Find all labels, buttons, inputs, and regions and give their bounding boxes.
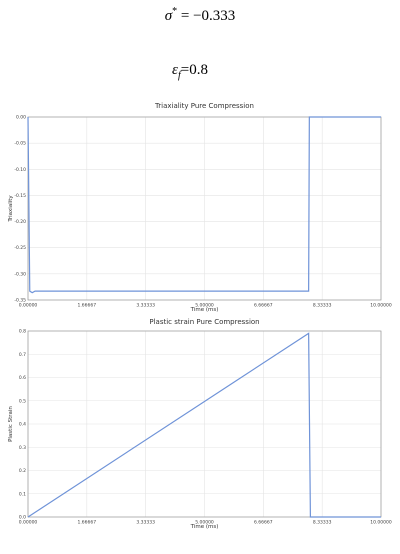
y-tick-label: 0.7: [19, 352, 26, 358]
equation-triaxiality: σ* = −0.333: [165, 6, 236, 24]
x-tick-label: 10.00000: [370, 303, 392, 309]
x-tick-label: 1.66667: [78, 303, 97, 309]
y-tick-label: -0.05: [14, 141, 26, 147]
y-tick-label: 0.5: [19, 398, 26, 404]
y-axis-label: Triaxiality: [8, 195, 14, 223]
equation-failure-strain: εf=0.8: [172, 62, 208, 81]
y-tick-label: -0.15: [14, 193, 26, 199]
x-tick-label: 6.66667: [254, 520, 273, 526]
plot-frame: [27, 330, 382, 518]
x-tick-label: 0.00000: [19, 303, 38, 309]
chart-title: Triaxiality Pure Compression: [154, 102, 254, 110]
x-axis-label: Time (ms): [190, 524, 219, 530]
y-tick-label: 0.6: [19, 375, 26, 381]
x-tick-label: 10.00000: [370, 520, 392, 526]
y-tick-label: -0.35: [14, 298, 26, 304]
x-tick-label: 1.66667: [78, 520, 97, 526]
y-tick-label: -0.25: [14, 245, 26, 251]
chart-title: Plastic strain Pure Compression: [149, 318, 259, 326]
y-tick-label: 0.3: [19, 445, 26, 451]
x-tick-label: 5.00000: [195, 303, 214, 309]
x-tick-label: 3.33333: [136, 520, 155, 526]
plot-frame: [27, 116, 382, 301]
y-tick-label: 0.8: [19, 329, 26, 335]
x-axis-label: Time (ms): [190, 307, 219, 313]
x-tick-label: 0.00000: [19, 520, 38, 526]
x-tick-label: 6.66667: [254, 303, 273, 309]
y-tick-label: 0.1: [19, 491, 26, 497]
y-tick-label: 0.2: [19, 468, 26, 474]
y-tick-label: 0.0: [19, 515, 26, 521]
y-axis-label: Plastic Strain: [8, 406, 14, 442]
x-tick-label: 3.33333: [136, 303, 155, 309]
y-tick-label: -0.30: [14, 271, 26, 277]
y-tick-label: 0.00: [16, 115, 26, 121]
y-tick-label: -0.10: [14, 167, 26, 173]
data-line: [27, 332, 381, 518]
data-line: [27, 116, 381, 294]
y-tick-label: -0.20: [14, 219, 26, 225]
x-tick-label: 8.33333: [313, 520, 332, 526]
x-tick-label: 8.33333: [313, 303, 332, 309]
x-tick-label: 5.00000: [195, 520, 214, 526]
y-tick-label: 0.4: [19, 422, 26, 428]
